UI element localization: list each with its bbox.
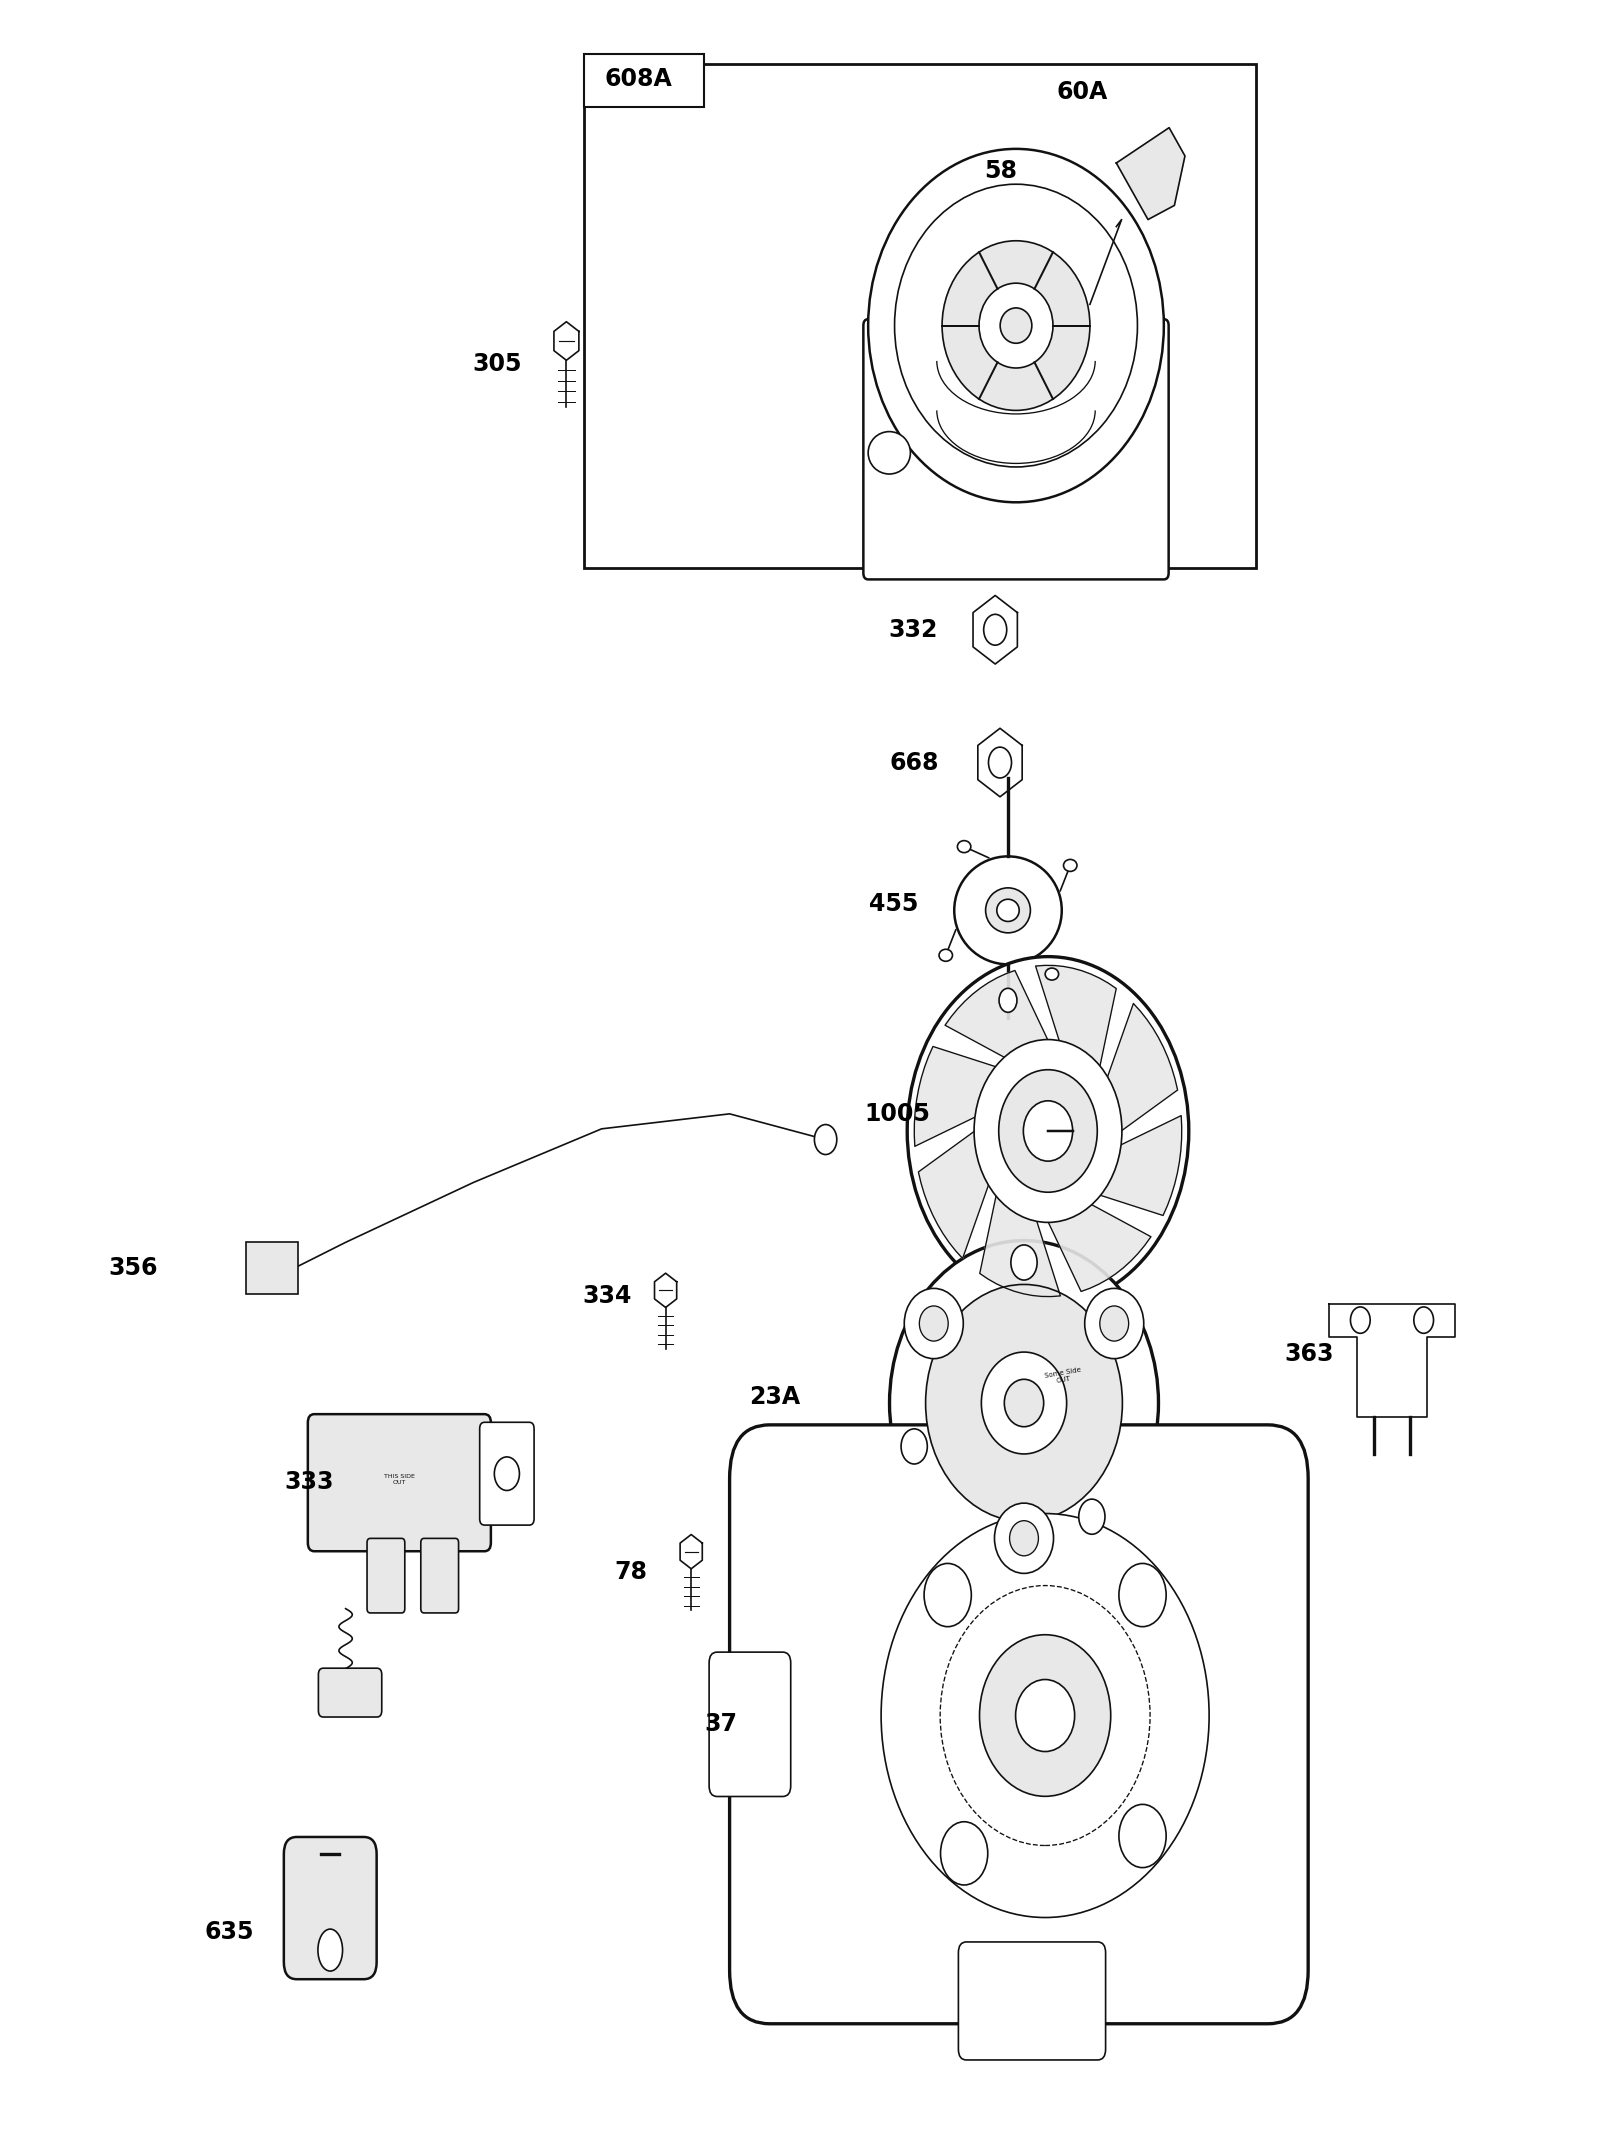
- Ellipse shape: [1000, 308, 1032, 343]
- Ellipse shape: [318, 1930, 342, 1971]
- Text: 455: 455: [869, 891, 918, 917]
- FancyBboxPatch shape: [421, 1538, 459, 1613]
- Polygon shape: [1117, 129, 1186, 221]
- Ellipse shape: [1010, 1521, 1038, 1555]
- Text: 333: 333: [285, 1469, 334, 1495]
- Polygon shape: [973, 595, 1018, 664]
- Ellipse shape: [942, 240, 1090, 411]
- Polygon shape: [554, 321, 579, 360]
- Text: THIS SIDE
OUT: THIS SIDE OUT: [384, 1474, 414, 1484]
- Ellipse shape: [1085, 1287, 1144, 1358]
- Text: 58: 58: [984, 159, 1018, 184]
- Ellipse shape: [981, 1352, 1067, 1454]
- Polygon shape: [978, 728, 1022, 797]
- Text: 23A: 23A: [749, 1384, 800, 1409]
- Ellipse shape: [979, 1634, 1110, 1797]
- Ellipse shape: [890, 1240, 1158, 1566]
- Circle shape: [1078, 1499, 1106, 1534]
- Circle shape: [1118, 1564, 1166, 1626]
- Ellipse shape: [1064, 859, 1077, 872]
- Text: 332: 332: [888, 617, 938, 643]
- Ellipse shape: [904, 1287, 963, 1358]
- Polygon shape: [1099, 1116, 1182, 1215]
- Ellipse shape: [894, 184, 1138, 467]
- Polygon shape: [1107, 1002, 1178, 1131]
- Circle shape: [989, 748, 1011, 778]
- FancyBboxPatch shape: [283, 1838, 376, 1979]
- FancyBboxPatch shape: [307, 1414, 491, 1551]
- Ellipse shape: [1045, 968, 1059, 981]
- FancyBboxPatch shape: [864, 319, 1168, 578]
- Text: 356: 356: [109, 1255, 158, 1281]
- Circle shape: [814, 1125, 837, 1155]
- Text: 1005: 1005: [864, 1101, 930, 1127]
- FancyBboxPatch shape: [958, 1943, 1106, 2061]
- Polygon shape: [946, 970, 1048, 1058]
- Ellipse shape: [974, 1039, 1122, 1223]
- Circle shape: [494, 1457, 520, 1491]
- Circle shape: [1350, 1307, 1370, 1332]
- Circle shape: [925, 1564, 971, 1626]
- Ellipse shape: [986, 889, 1030, 934]
- FancyBboxPatch shape: [730, 1424, 1309, 2024]
- Circle shape: [941, 1821, 987, 1885]
- Ellipse shape: [954, 857, 1062, 964]
- Polygon shape: [914, 1047, 997, 1146]
- Ellipse shape: [979, 283, 1053, 368]
- Ellipse shape: [997, 900, 1019, 921]
- Ellipse shape: [882, 1514, 1210, 1917]
- Ellipse shape: [1099, 1307, 1128, 1341]
- Ellipse shape: [957, 840, 971, 853]
- Bar: [584, 64, 1256, 568]
- Ellipse shape: [1024, 1101, 1072, 1161]
- Ellipse shape: [907, 957, 1189, 1304]
- Circle shape: [1118, 1804, 1166, 1868]
- Circle shape: [998, 987, 1018, 1013]
- Bar: [584, 54, 704, 107]
- Circle shape: [1011, 1245, 1037, 1281]
- Ellipse shape: [1005, 1379, 1043, 1427]
- Ellipse shape: [869, 433, 910, 473]
- Polygon shape: [680, 1534, 702, 1568]
- FancyBboxPatch shape: [366, 1538, 405, 1613]
- Text: 78: 78: [614, 1559, 648, 1585]
- Ellipse shape: [1016, 1679, 1075, 1752]
- FancyBboxPatch shape: [709, 1651, 790, 1797]
- Polygon shape: [918, 1131, 989, 1259]
- Polygon shape: [1048, 1204, 1150, 1292]
- Polygon shape: [1035, 966, 1117, 1067]
- Text: Some Side
OUT: Some Side OUT: [1045, 1367, 1083, 1386]
- Text: 334: 334: [582, 1283, 632, 1309]
- Ellipse shape: [998, 1069, 1098, 1193]
- Polygon shape: [979, 1195, 1061, 1296]
- Text: 363: 363: [1285, 1341, 1334, 1367]
- Ellipse shape: [925, 1285, 1123, 1521]
- Circle shape: [984, 615, 1006, 645]
- Text: 60A: 60A: [1056, 79, 1107, 105]
- FancyBboxPatch shape: [480, 1422, 534, 1525]
- Text: 668: 668: [890, 750, 939, 775]
- Ellipse shape: [939, 949, 952, 962]
- Text: 635: 635: [205, 1919, 254, 1945]
- Text: 608A: 608A: [605, 66, 672, 92]
- FancyBboxPatch shape: [318, 1669, 382, 1718]
- Circle shape: [901, 1429, 928, 1463]
- Ellipse shape: [869, 150, 1163, 501]
- Text: 37: 37: [704, 1711, 738, 1737]
- Polygon shape: [1328, 1304, 1456, 1416]
- Ellipse shape: [920, 1307, 949, 1341]
- Ellipse shape: [995, 1504, 1053, 1574]
- FancyBboxPatch shape: [246, 1242, 298, 1294]
- Text: 305: 305: [472, 351, 522, 377]
- Polygon shape: [654, 1272, 677, 1307]
- Circle shape: [1414, 1307, 1434, 1332]
